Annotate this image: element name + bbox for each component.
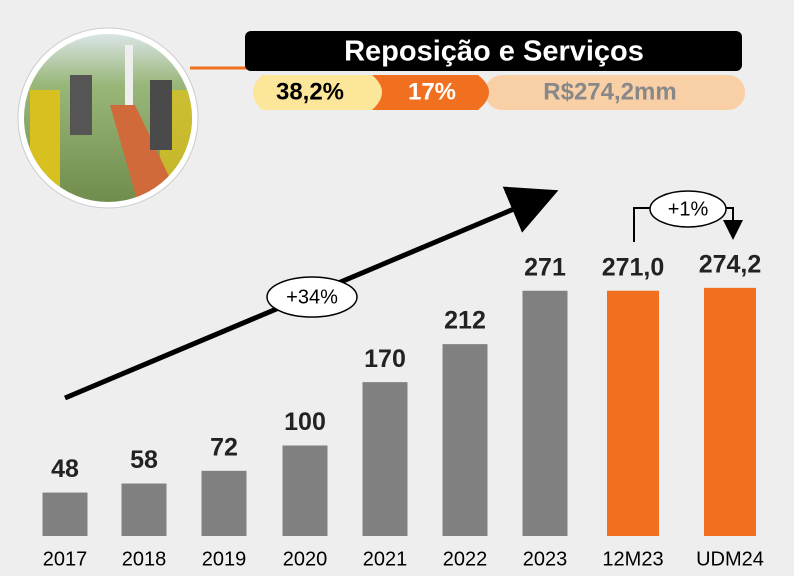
value-label: 170	[364, 345, 406, 373]
annotation: +1%	[668, 198, 709, 220]
badge-text: 38,2%	[276, 78, 344, 105]
value-label: 72	[210, 433, 238, 461]
value-label: 212	[444, 307, 486, 335]
value-label: 100	[284, 408, 326, 436]
bar	[201, 470, 247, 536]
badge	[485, 75, 745, 110]
value-label: 274,2	[699, 250, 762, 278]
bar	[607, 290, 659, 536]
badge	[370, 75, 489, 110]
badge	[253, 75, 382, 110]
x-tick-label: 2020	[283, 548, 328, 570]
x-tick-label: 2023	[523, 548, 568, 570]
x-tick-label: 2021	[363, 548, 408, 570]
badge-text: R$274,2mm	[543, 78, 676, 105]
x-tick-label: 2022	[443, 548, 488, 570]
bar	[522, 290, 568, 536]
bar	[42, 492, 88, 536]
badge-text: 17%	[408, 78, 456, 105]
bar	[704, 287, 756, 536]
bar	[121, 483, 167, 536]
value-label: 58	[130, 446, 158, 474]
x-tick-label: UDM24	[696, 548, 764, 570]
bar	[282, 445, 328, 536]
x-tick-label: 2018	[122, 548, 167, 570]
header-bar	[245, 31, 742, 71]
bar	[442, 344, 488, 536]
annotation: +34%	[286, 286, 338, 308]
annotation-bubble	[266, 276, 358, 318]
value-label: 271	[524, 253, 566, 281]
header-title: Reposição e Serviços	[344, 36, 644, 68]
bar	[362, 382, 408, 536]
x-tick-label: 2019	[202, 548, 247, 570]
photo	[17, 27, 199, 209]
x-tick-label: 12M23	[602, 548, 663, 570]
x-tick-label: 2017	[43, 548, 88, 570]
value-label: 271,0	[602, 253, 665, 281]
annotation-bubble	[649, 190, 727, 228]
value-label: 48	[51, 455, 79, 483]
